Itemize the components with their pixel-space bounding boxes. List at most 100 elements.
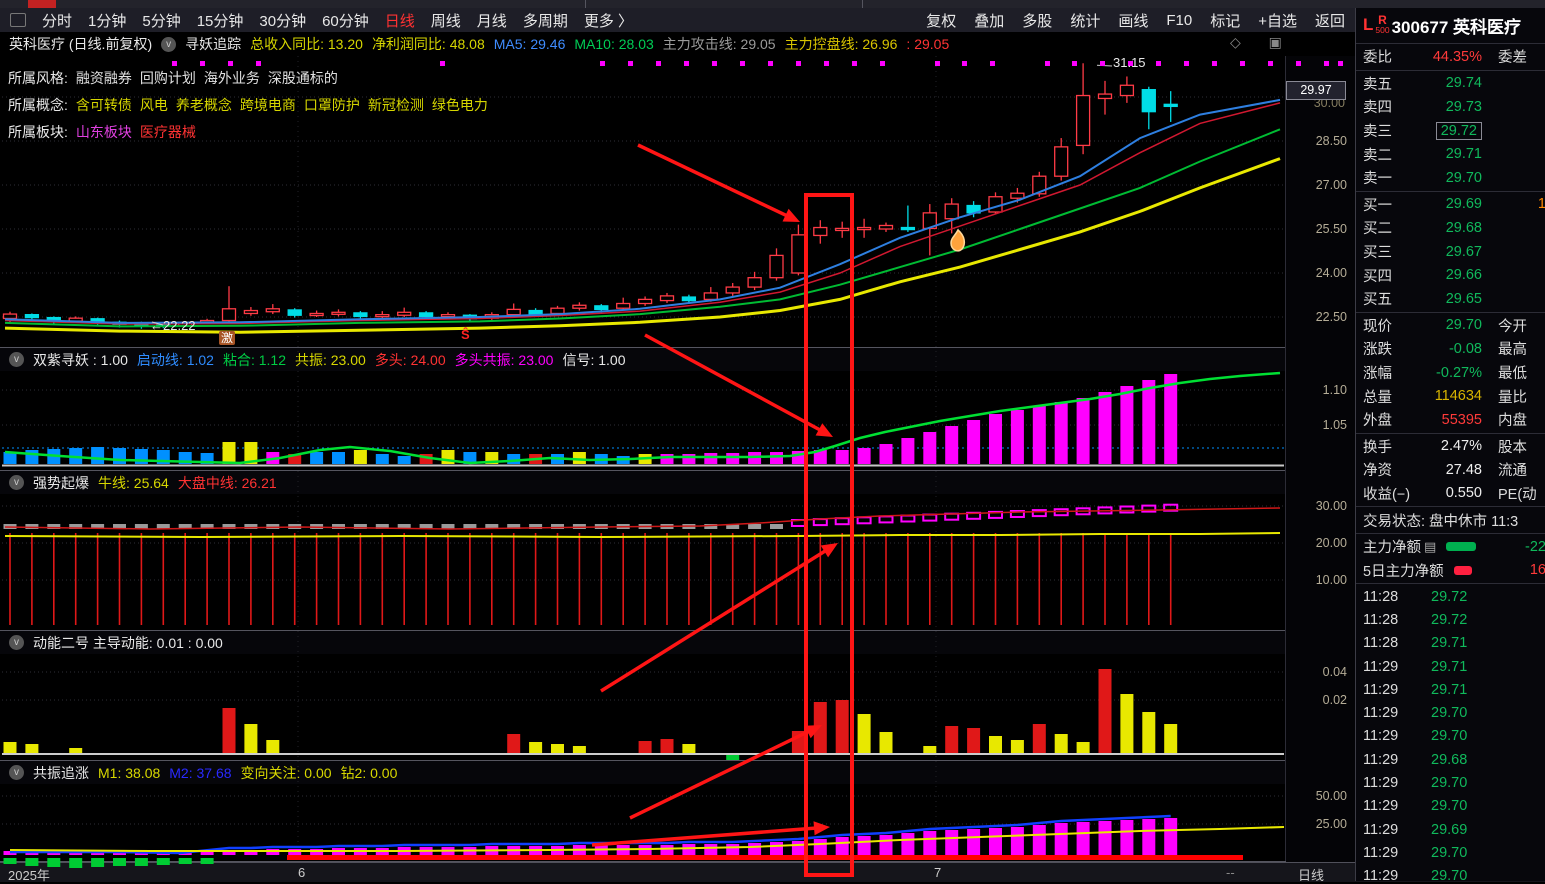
row-value[interactable]: 27.48 <box>1445 461 1482 478</box>
collapse-circle-icon[interactable]: v <box>161 36 177 52</box>
period-tab-月线[interactable]: 月线 <box>476 12 507 30</box>
axis-tick: 27.00 <box>1315 178 1347 192</box>
info-row-5日主力净额: 5日主力净额 16 <box>1356 558 1545 582</box>
tag-item[interactable]: 跨境电商 <box>239 97 296 113</box>
period-tab-5分钟[interactable]: 5分钟 <box>142 12 181 30</box>
panel-header-dongnengerhao[interactable]: v 动能二号 主导动能: 0.01 : 0.00 <box>0 631 1285 654</box>
weicha-label: 委差 <box>1498 50 1527 67</box>
tick-price: 29.70 <box>1431 705 1468 722</box>
tag-item[interactable]: 新冠检测 <box>367 97 424 113</box>
panel-header-shuangzixunyao[interactable]: v 双紫寻妖 : 1.00 启动线: 1.02 粘合: 1.12 共振: 23.00 多头… <box>0 348 1285 371</box>
panel-separator[interactable] <box>0 470 1355 471</box>
collapse-circle-icon[interactable]: v <box>9 352 24 367</box>
row-label: 总量 <box>1363 389 1392 406</box>
tool-button-复权[interactable]: 复权 <box>926 12 957 30</box>
tool-button-+自选[interactable]: +自选 <box>1258 12 1297 30</box>
row-value[interactable]: 55395 <box>1441 411 1482 428</box>
period-tab-30分钟[interactable]: 30分钟 <box>259 12 307 30</box>
sidebar-stock-header[interactable]: L R 500 300677 英科医疗 <box>1356 8 1545 42</box>
tick-trade-row: 11:29 29.70 <box>1356 702 1545 725</box>
period-tab-15分钟[interactable]: 15分钟 <box>196 12 244 30</box>
row-value[interactable]: 29.67 <box>1445 243 1482 260</box>
row-value[interactable]: 29.70 <box>1445 169 1482 186</box>
period-tab-1分钟[interactable]: 1分钟 <box>88 12 127 30</box>
info-bar-icons[interactable]: ◇ ▣ <box>1230 34 1294 50</box>
row-value[interactable]: 29.68 <box>1445 219 1482 236</box>
row-value[interactable]: 29.74 <box>1445 75 1482 92</box>
tag-item[interactable]: 医疗器械 <box>139 124 196 140</box>
collapse-circle-icon[interactable]: v <box>9 765 24 780</box>
active-window-tab[interactable] <box>28 0 56 8</box>
tag-item[interactable]: 山东板块 <box>75 124 132 140</box>
tool-button-多股[interactable]: 多股 <box>1022 12 1053 30</box>
tag-row: 所属板块: 山东板块 医疗器械 <box>8 122 204 142</box>
row-value[interactable]: 29.65 <box>1445 290 1482 307</box>
row-label: 收益(−) <box>1363 486 1411 503</box>
signal-dot-row <box>172 61 1343 66</box>
row-value[interactable]: 29.70 <box>1445 317 1482 334</box>
panel-header-qiangshiqibao[interactable]: v 强势起爆 牛线: 25.64 大盘中线: 26.21 <box>0 471 1285 494</box>
text-segment: 钻2: 0.00 <box>340 764 398 781</box>
row-value[interactable]: 114634 <box>1434 388 1482 405</box>
text-segment: MA10: 28.03 <box>574 36 654 52</box>
tag-item[interactable]: 养老概念 <box>175 97 232 113</box>
row-label: 卖五 <box>1363 76 1392 93</box>
weibi-row: 委比 44.35% 委差 <box>1356 45 1545 69</box>
tag-item[interactable]: 回购计划 <box>139 70 196 86</box>
tag-item[interactable]: 绿色电力 <box>431 97 488 113</box>
panel-separator[interactable] <box>0 760 1355 761</box>
panel-separator[interactable] <box>0 630 1355 631</box>
period-tab-日线[interactable]: 日线 <box>384 12 415 30</box>
period-tab-更多 〉[interactable]: 更多 〉 <box>583 12 633 30</box>
tab-divider <box>585 0 586 8</box>
tag-item[interactable]: 海外业务 <box>203 70 260 86</box>
tool-button-画线[interactable]: 画线 <box>1118 12 1149 30</box>
arrow-head <box>804 725 822 739</box>
text-segment: 强势起爆 <box>33 474 89 491</box>
period-tab-周线[interactable]: 周线 <box>430 12 461 30</box>
tool-button-统计[interactable]: 统计 <box>1070 12 1101 30</box>
row-label: 换手 <box>1363 439 1392 456</box>
row-label: 涨幅 <box>1363 366 1392 383</box>
weibi-label: 委比 <box>1363 50 1392 67</box>
stock-code-name: 300677 英科医疗 <box>1391 17 1522 37</box>
panel-separator[interactable] <box>0 347 1355 348</box>
tag-item[interactable]: 风电 <box>139 97 168 113</box>
divider <box>1356 432 1545 434</box>
row-value[interactable]: 29.71 <box>1445 146 1482 163</box>
period-tab-60分钟[interactable]: 60分钟 <box>322 12 369 30</box>
text-segment: 主力攻击线: 29.05 <box>662 36 776 52</box>
row-value[interactable]: 29.69 <box>1445 196 1482 213</box>
tool-button-标记[interactable]: 标记 <box>1210 12 1241 30</box>
tool-button-F10[interactable]: F10 <box>1166 11 1193 29</box>
tag-item[interactable]: 含可转债 <box>75 97 132 113</box>
tick-trade-row: 11:29 29.69 <box>1356 818 1545 841</box>
row-value[interactable]: 0.550 <box>1445 485 1482 502</box>
row-value[interactable]: 29.72 <box>1435 121 1482 140</box>
window-layout-icon[interactable] <box>10 13 26 27</box>
tick-time: 11:28 <box>1363 635 1399 652</box>
tool-button-返回[interactable]: 返回 <box>1314 12 1345 30</box>
row-value[interactable]: -0.08 <box>1448 340 1482 357</box>
tick-trade-list[interactable]: 11:28 29.72 11:28 29.72 11:28 29.71 11:29 29.71… <box>1356 585 1545 881</box>
tick-trade-row: 11:28 29.72 <box>1356 608 1545 631</box>
collapse-circle-icon[interactable]: v <box>9 635 24 650</box>
tag-item[interactable]: 深股通标的 <box>267 70 338 86</box>
quote-row-卖四: 卖四 29.73 <box>1356 95 1545 119</box>
period-tab-多周期[interactable]: 多周期 <box>522 12 568 30</box>
panel-header-gongzhenzhuizhang[interactable]: v 共振追涨 M1: 38.08 M2: 37.68 变向关注: 0.00 钻2: 0.0… <box>0 761 1285 784</box>
tag-row-label: 所属板块: <box>8 124 68 140</box>
row-value[interactable]: -0.27% <box>1436 364 1482 381</box>
row-value[interactable]: 29.73 <box>1445 98 1482 115</box>
period-tab-分时[interactable]: 分时 <box>42 12 73 30</box>
tag-item[interactable]: 口罩防护 <box>303 97 360 113</box>
collapse-circle-icon[interactable]: v <box>9 475 24 490</box>
detail-doc-icon[interactable]: ▤ <box>1424 538 1437 554</box>
tag-row-label: 所属风格: <box>8 70 68 86</box>
tool-button-叠加[interactable]: 叠加 <box>974 12 1005 30</box>
tag-item[interactable]: 融资融券 <box>75 70 132 86</box>
text-segment: 粘合: 1.12 <box>222 351 286 368</box>
row-value[interactable]: 29.66 <box>1445 267 1482 284</box>
row-value[interactable]: 2.47% <box>1440 438 1482 455</box>
tick-time: 11:29 <box>1363 681 1399 698</box>
